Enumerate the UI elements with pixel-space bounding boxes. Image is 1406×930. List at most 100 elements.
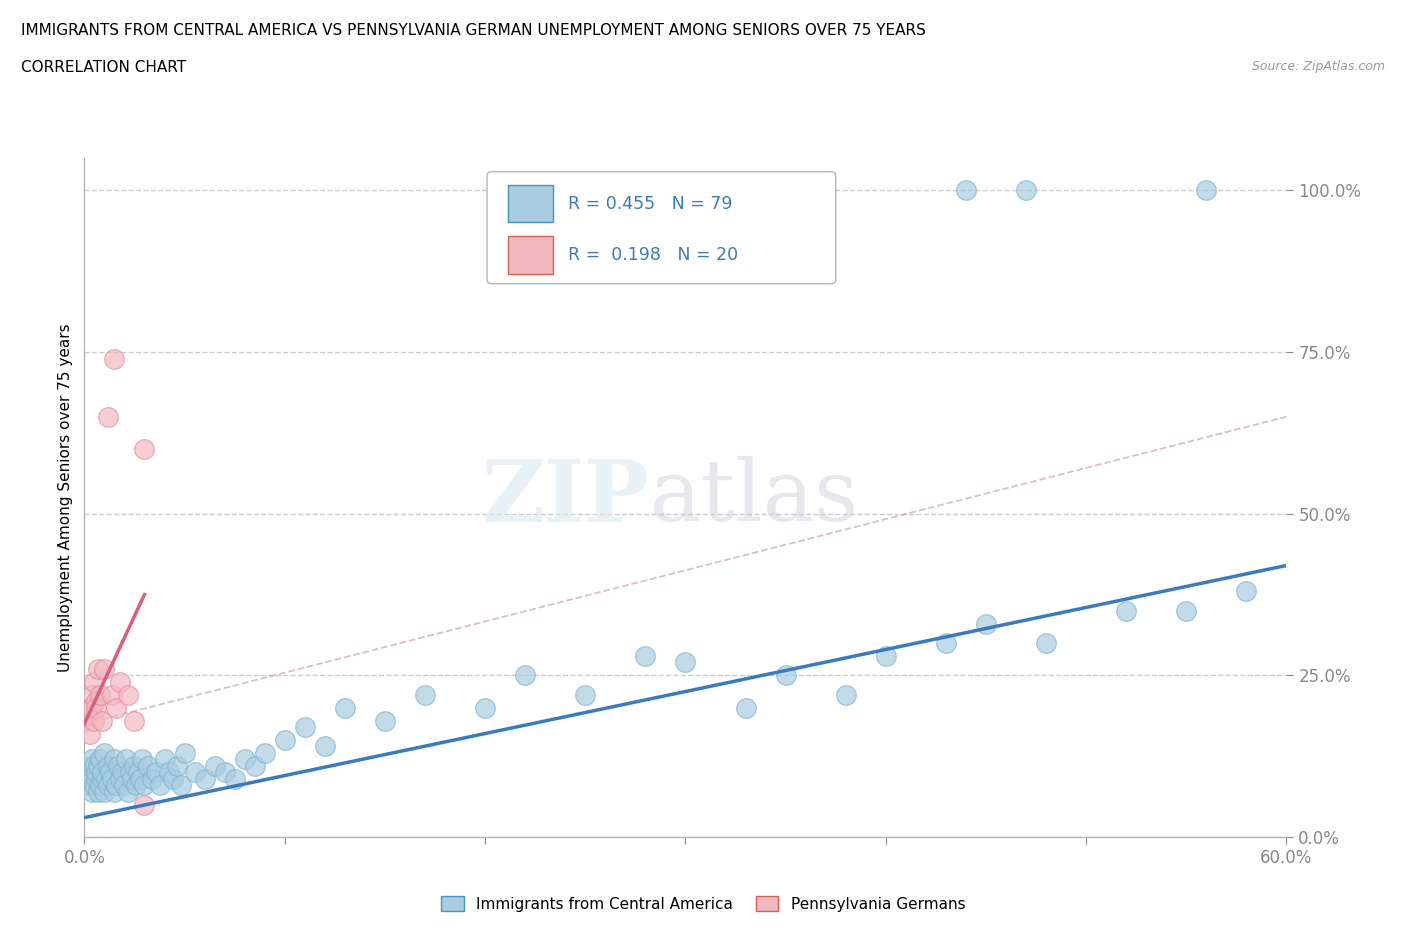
Point bbox=[82, 700, 104, 715]
Point bbox=[93, 784, 115, 799]
Point bbox=[413, 687, 436, 702]
Point bbox=[86, 771, 108, 786]
Point bbox=[75, 713, 97, 728]
Legend: Immigrants from Central America, Pennsylvania Germans: Immigrants from Central America, Pennsyl… bbox=[434, 889, 972, 918]
Point bbox=[157, 764, 180, 779]
Point bbox=[87, 661, 110, 676]
Point bbox=[111, 764, 134, 779]
Point bbox=[125, 777, 148, 792]
Point bbox=[274, 733, 297, 748]
Point bbox=[124, 713, 146, 728]
Point bbox=[103, 352, 125, 366]
Point bbox=[100, 764, 122, 779]
Point bbox=[82, 687, 104, 702]
Point bbox=[145, 764, 167, 779]
Point bbox=[214, 764, 236, 779]
Point bbox=[1015, 183, 1038, 198]
Text: IMMIGRANTS FROM CENTRAL AMERICA VS PENNSYLVANIA GERMAN UNEMPLOYMENT AMONG SENIOR: IMMIGRANTS FROM CENTRAL AMERICA VS PENNS… bbox=[21, 23, 927, 38]
Point bbox=[173, 746, 195, 761]
Point bbox=[82, 784, 104, 799]
Point bbox=[149, 777, 172, 792]
Point bbox=[103, 752, 125, 767]
Point bbox=[131, 752, 153, 767]
Point bbox=[87, 759, 110, 774]
Point bbox=[91, 764, 114, 779]
Point bbox=[86, 694, 108, 709]
Point bbox=[1175, 604, 1198, 618]
Point bbox=[134, 797, 156, 812]
Point bbox=[955, 183, 977, 198]
Point bbox=[183, 764, 205, 779]
Point bbox=[79, 726, 101, 741]
Text: ZIP: ZIP bbox=[482, 456, 650, 539]
Point bbox=[89, 687, 111, 702]
Point bbox=[974, 617, 997, 631]
Point bbox=[374, 713, 396, 728]
Point bbox=[101, 687, 124, 702]
Point bbox=[117, 687, 139, 702]
Bar bbox=[508, 185, 553, 222]
Point bbox=[333, 700, 356, 715]
Point bbox=[314, 739, 336, 754]
Point bbox=[101, 771, 124, 786]
Point bbox=[734, 700, 756, 715]
Point bbox=[124, 759, 146, 774]
Point bbox=[77, 700, 100, 715]
Bar bbox=[508, 236, 553, 273]
Point bbox=[86, 700, 108, 715]
Point bbox=[935, 635, 957, 650]
Point bbox=[83, 713, 105, 728]
Point bbox=[127, 764, 149, 779]
Point bbox=[166, 759, 188, 774]
Point bbox=[93, 661, 115, 676]
Point bbox=[110, 771, 132, 786]
Point bbox=[1234, 584, 1257, 599]
Point bbox=[97, 409, 120, 424]
Point bbox=[474, 700, 496, 715]
Point bbox=[138, 759, 160, 774]
Point bbox=[1035, 635, 1057, 650]
Point bbox=[79, 771, 101, 786]
Point bbox=[1115, 604, 1137, 618]
Point bbox=[97, 759, 120, 774]
Point bbox=[162, 771, 184, 786]
Point bbox=[194, 771, 217, 786]
FancyBboxPatch shape bbox=[486, 172, 835, 284]
Point bbox=[77, 777, 100, 792]
Point bbox=[121, 771, 143, 786]
Point bbox=[253, 746, 276, 761]
Point bbox=[574, 687, 596, 702]
Point bbox=[204, 759, 226, 774]
Point bbox=[115, 752, 138, 767]
Point bbox=[515, 668, 537, 683]
Point bbox=[86, 764, 108, 779]
Y-axis label: Unemployment Among Seniors over 75 years: Unemployment Among Seniors over 75 years bbox=[58, 324, 73, 671]
Point bbox=[233, 752, 256, 767]
Point bbox=[96, 771, 118, 786]
Point bbox=[107, 759, 129, 774]
Point bbox=[169, 777, 191, 792]
Point bbox=[1195, 183, 1218, 198]
Text: Source: ZipAtlas.com: Source: ZipAtlas.com bbox=[1251, 60, 1385, 73]
Point bbox=[93, 746, 115, 761]
Point bbox=[89, 752, 111, 767]
Point bbox=[875, 648, 897, 663]
Text: R = 0.455   N = 79: R = 0.455 N = 79 bbox=[568, 195, 733, 213]
Point bbox=[634, 648, 657, 663]
Point bbox=[117, 784, 139, 799]
Point bbox=[110, 674, 132, 689]
Point bbox=[79, 759, 101, 774]
Point bbox=[675, 655, 697, 670]
Point bbox=[114, 777, 135, 792]
Point bbox=[89, 777, 111, 792]
Text: CORRELATION CHART: CORRELATION CHART bbox=[21, 60, 186, 75]
Point bbox=[294, 720, 316, 735]
Point bbox=[97, 777, 120, 792]
Point bbox=[91, 713, 114, 728]
Point bbox=[775, 668, 797, 683]
Point bbox=[835, 687, 858, 702]
Point bbox=[83, 777, 105, 792]
Point bbox=[105, 777, 128, 792]
Point bbox=[82, 752, 104, 767]
Text: atlas: atlas bbox=[650, 456, 859, 539]
